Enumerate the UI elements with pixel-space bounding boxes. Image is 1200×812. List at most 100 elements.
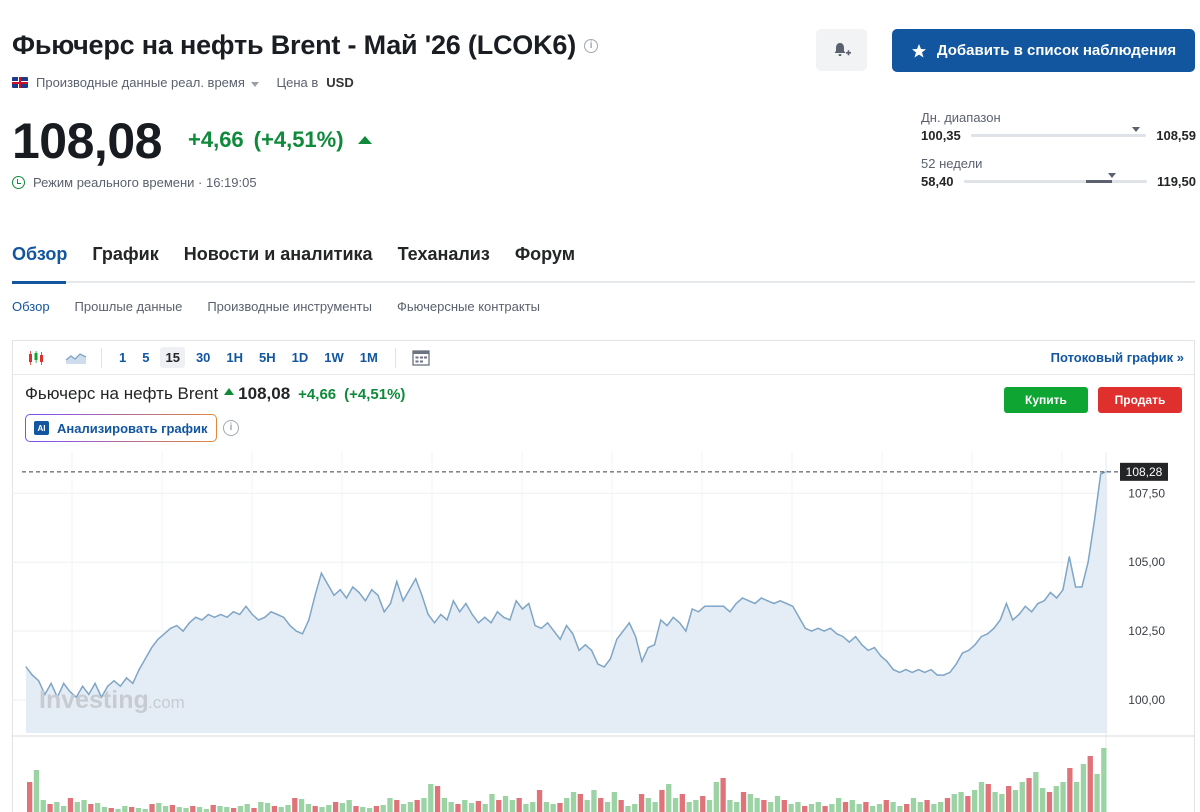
volume-bar (156, 803, 162, 812)
data-point (779, 600, 781, 602)
data-point (949, 671, 951, 673)
volume-bar (1012, 790, 1019, 812)
volume-bar (713, 782, 719, 812)
data-point (245, 605, 247, 607)
interval-1[interactable]: 1 (119, 350, 127, 365)
subtab-overview[interactable]: Обзор (12, 299, 50, 314)
tab-overview[interactable]: Обзор (12, 244, 68, 264)
data-point (867, 649, 869, 651)
data-point (823, 630, 825, 632)
volume-bar (910, 798, 917, 812)
volume-bar (577, 794, 583, 812)
data-point (396, 580, 398, 583)
data-point (616, 638, 618, 640)
data-point (515, 600, 517, 602)
tab-chart[interactable]: График (92, 244, 159, 264)
data-point (1068, 556, 1070, 558)
volume-bar (94, 803, 101, 812)
data-point (352, 586, 354, 588)
chevron-down-icon (250, 82, 259, 87)
volume-bar (972, 790, 978, 812)
data-point (697, 611, 700, 613)
area-chart-icon[interactable] (63, 347, 89, 369)
volume-bar (482, 804, 488, 812)
interval-1h[interactable]: 1H (226, 350, 244, 365)
data-point (408, 589, 410, 591)
data-point (301, 633, 304, 635)
volume-bar (944, 798, 951, 812)
data-point (459, 611, 461, 613)
analyze-chart-button[interactable]: AI Анализировать график (25, 414, 217, 442)
data-point (798, 616, 800, 618)
data-point (207, 613, 209, 616)
volume-bar (475, 801, 482, 812)
price-area (26, 471, 1107, 733)
volume-bar (1033, 772, 1039, 812)
subtab-historical[interactable]: Прошлые данные (74, 299, 183, 314)
volume-bar (564, 798, 570, 812)
data-point (936, 674, 938, 676)
calendar-icon[interactable] (408, 347, 434, 369)
volume-bar (292, 798, 298, 812)
streaming-chart-link[interactable]: Потоковый график » (1050, 350, 1184, 365)
volume-bar (60, 806, 67, 812)
y-tick-label: 107,50 (1128, 486, 1165, 500)
data-point (220, 613, 222, 616)
volume-bar (101, 807, 108, 812)
interval-15[interactable]: 15 (160, 347, 185, 368)
interval-1w[interactable]: 1W (324, 350, 344, 365)
data-point (961, 652, 964, 654)
interval-30[interactable]: 30 (195, 350, 211, 365)
add-to-watchlist-button[interactable]: Добавить в список наблюдения (892, 29, 1195, 72)
subtab-derivatives[interactable]: Производные инструменты (207, 299, 372, 314)
interval-1d[interactable]: 1D (291, 350, 309, 365)
week52-range: 52 недели 58,40 119,50 (921, 156, 1196, 189)
volume-bar (822, 806, 828, 812)
data-point (886, 660, 888, 662)
info-icon[interactable]: i (584, 38, 598, 53)
buy-button[interactable]: Купить (1004, 387, 1088, 413)
ai-info-icon[interactable]: i (223, 420, 239, 436)
data-point (358, 591, 360, 594)
volume-bar (285, 805, 291, 812)
interval-5[interactable]: 5 (142, 350, 150, 365)
volume-bar (992, 792, 998, 812)
volume-bar (196, 807, 203, 812)
price-alert-button[interactable] (816, 29, 867, 71)
sell-button[interactable]: Продать (1098, 387, 1182, 413)
interval-1m[interactable]: 1M (359, 350, 378, 365)
data-point (364, 600, 366, 602)
data-point (471, 613, 473, 616)
price-chart[interactable]: Investing .com 108,28 107,50 105,00 102,50 100… (12, 452, 1195, 812)
volume-bar (149, 804, 155, 812)
data-point (628, 622, 630, 624)
volume-bar (305, 804, 312, 812)
volume-bar (441, 798, 448, 812)
volume-bar (781, 800, 787, 812)
tab-news[interactable]: Новости и аналитика (183, 244, 373, 264)
data-point (716, 605, 718, 607)
add-to-watchlist-label: Добавить в список наблюдения (936, 42, 1177, 59)
data-point (295, 630, 297, 632)
subtab-futures[interactable]: Фьючерсные контракты (396, 299, 540, 314)
data-point (421, 594, 423, 596)
candlestick-icon[interactable] (23, 347, 49, 369)
volume-bar (122, 806, 128, 812)
volume-bar (224, 807, 230, 812)
interval-5h[interactable]: 5H (259, 350, 276, 365)
volume-bar (536, 790, 543, 812)
volume-bar (768, 802, 774, 812)
volume-bar (169, 805, 176, 812)
volume-bar (557, 803, 563, 812)
volume-bar (407, 802, 414, 812)
tab-forum[interactable]: Форум (514, 244, 576, 264)
volume-bar (598, 798, 604, 812)
data-point (855, 635, 857, 638)
volume-bar (679, 794, 685, 812)
realtime-label: Режим реального времени · 16:19:05 (33, 175, 257, 190)
data-type-selector[interactable]: Производные данные реал. время (36, 75, 259, 90)
data-point (804, 627, 806, 629)
tab-technical[interactable]: Теханализ (397, 244, 490, 264)
volume-bar (176, 807, 182, 812)
last-price: 108,08 (12, 113, 162, 169)
